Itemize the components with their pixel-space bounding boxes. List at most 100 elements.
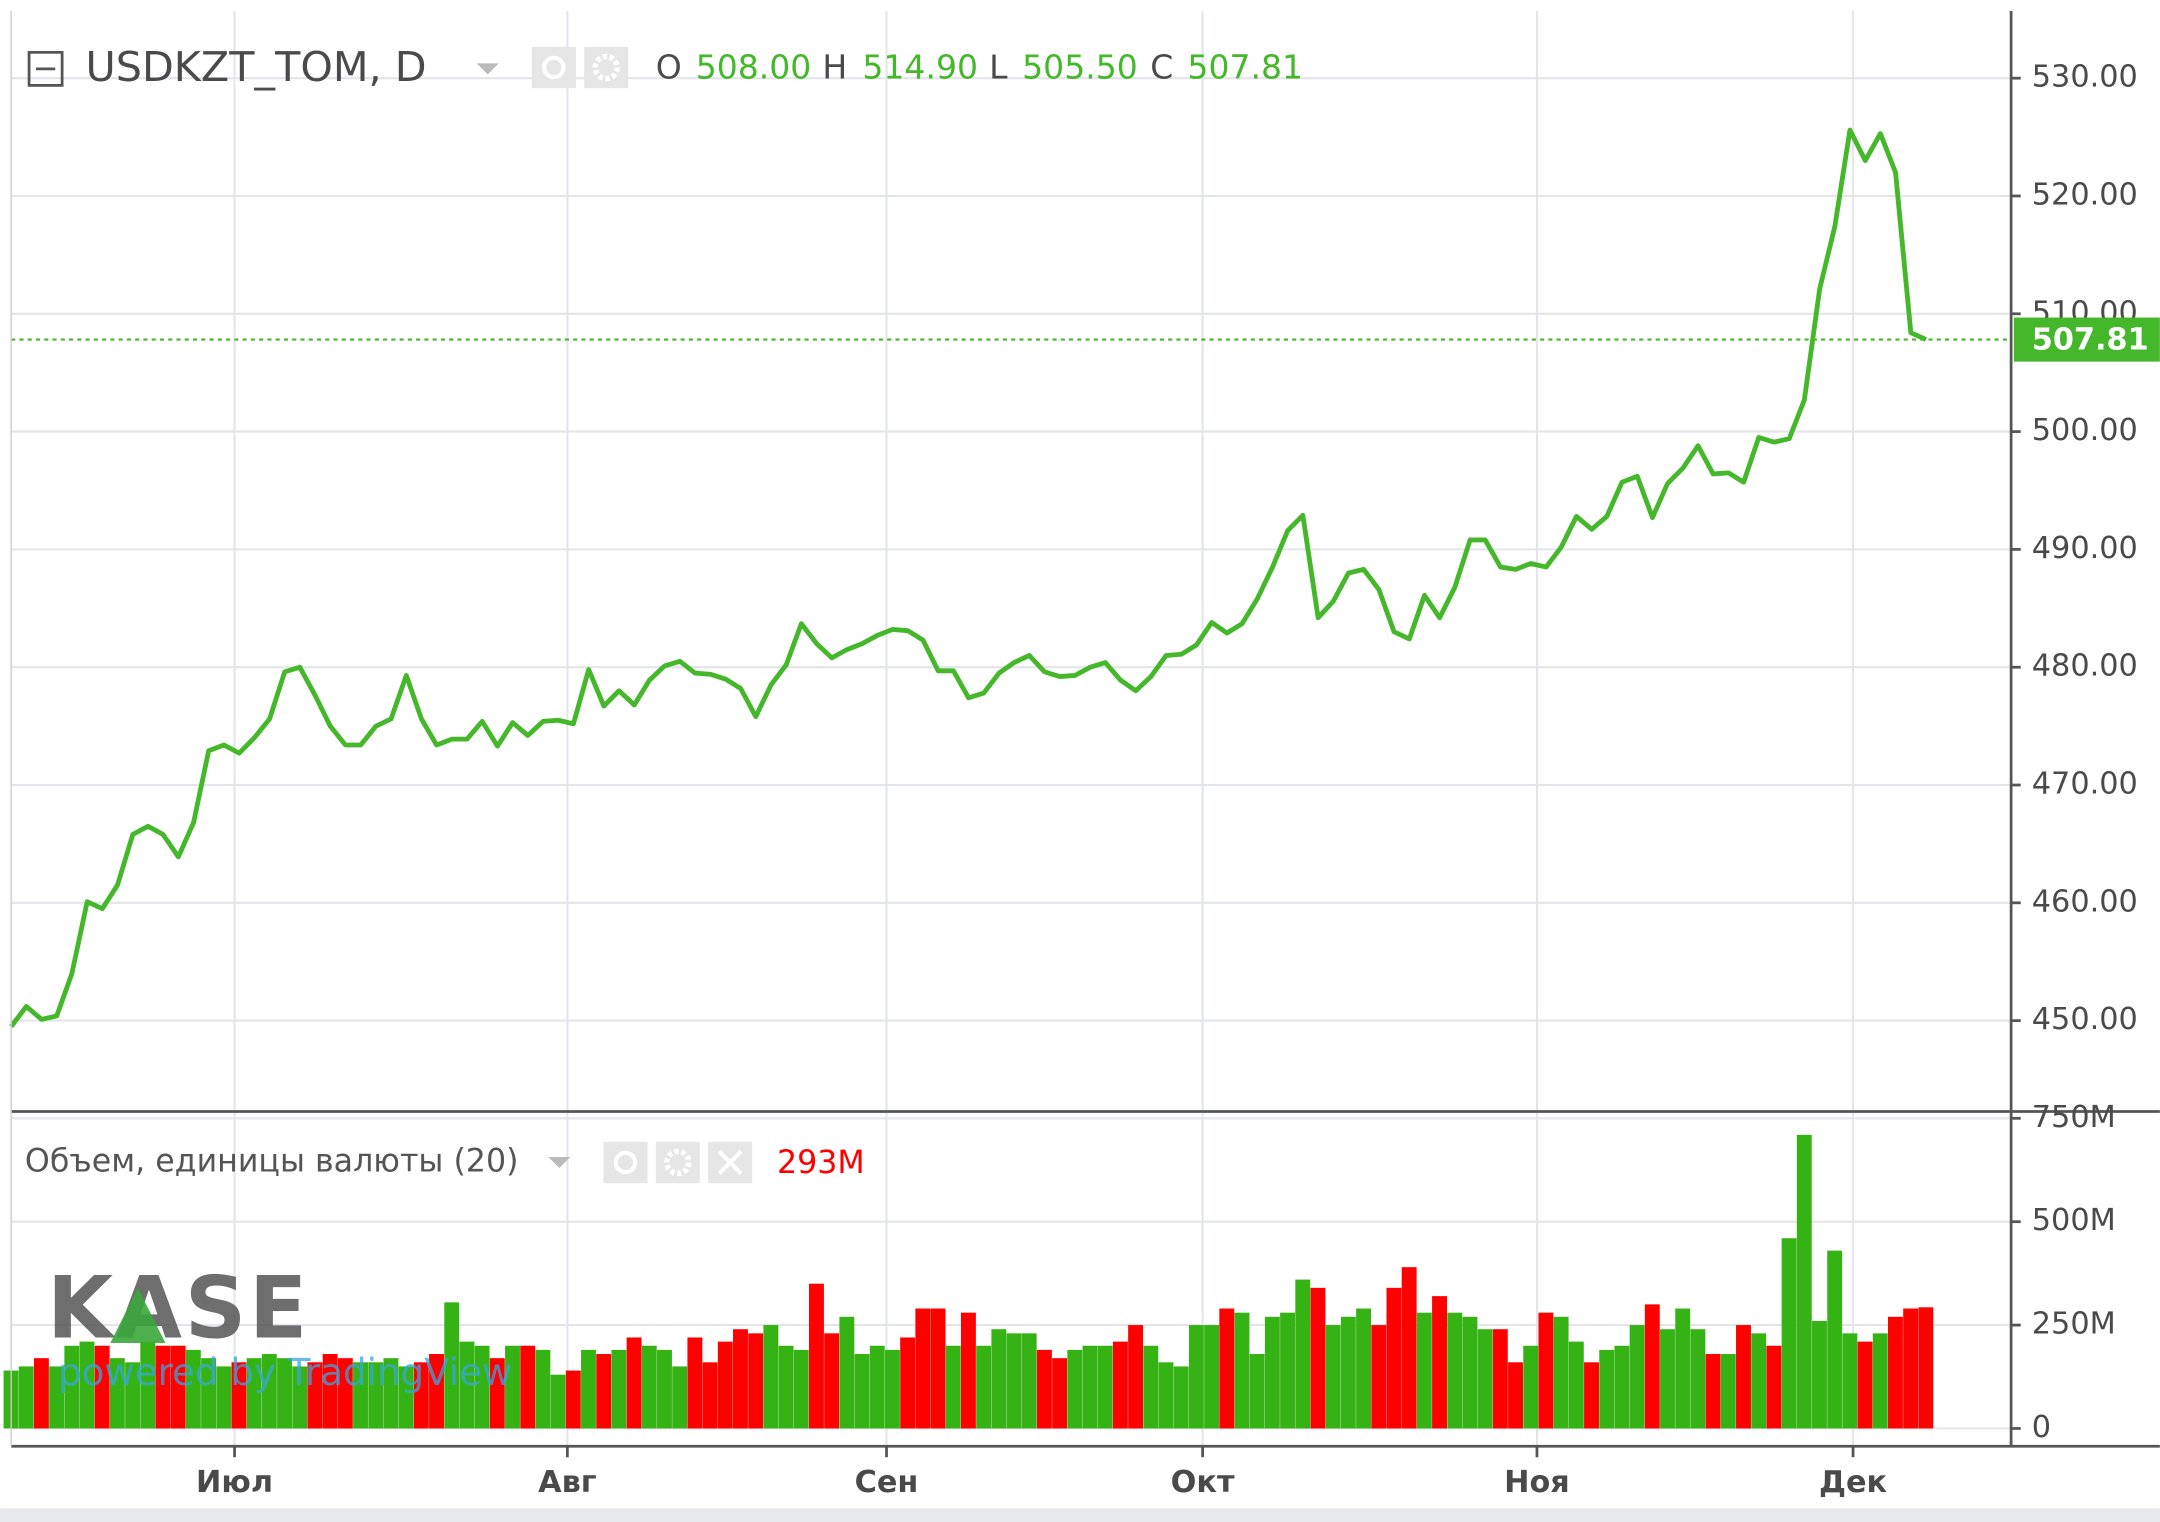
x-tick-label: Авг [538,1465,597,1500]
volume-visibility-button[interactable] [603,1141,648,1184]
volume-bar [1538,1312,1554,1429]
volume-bar [778,1345,794,1429]
volume-bar [444,1302,460,1429]
logo-triangle [110,1287,166,1343]
ohlc-label: L [989,47,1008,86]
volume-bar [1781,1238,1797,1429]
volume-bar [581,1349,596,1429]
volume-bar [1553,1316,1569,1429]
volume-bar [398,1366,414,1429]
volume-bar [1128,1325,1144,1429]
y-tick-label: 500.00 [2032,413,2138,448]
volume-bar [231,1362,247,1429]
volume-bar [1082,1345,1098,1429]
volume-bar [809,1283,824,1429]
volume-bar [18,1366,34,1429]
volume-bar [1599,1349,1615,1429]
volume-bar [793,1349,809,1429]
volume-bar [322,1354,338,1429]
ohlc-label: H [822,47,847,86]
volume-bar [1356,1308,1372,1429]
x-tick-label: Сен [855,1465,919,1500]
volume-bar [1280,1312,1296,1429]
volume-bar [292,1366,308,1429]
volume-bar [1827,1250,1843,1429]
volume-bar [1416,1312,1432,1429]
volume-bar [1872,1333,1888,1429]
y-tick-label: 750M [2032,1100,2116,1135]
volume-bar [1720,1354,1736,1429]
volume-bar [505,1345,520,1429]
volume-bar [1492,1329,1508,1429]
volume-bar [459,1341,475,1429]
price-layer [9,127,2012,1029]
volume-bar [1447,1312,1463,1429]
volume-bar [657,1349,672,1429]
volume-settings-button[interactable] [655,1141,700,1184]
volume-bar [337,1358,353,1429]
volume-bar [201,1358,217,1429]
volume-bar [185,1349,201,1429]
settings-button[interactable] [584,46,629,89]
y-tick-label: 460.00 [2032,884,2138,919]
volume-bar [991,1329,1007,1429]
y-tick-label: 0 [2032,1410,2051,1445]
volume-bar [1432,1296,1447,1429]
eye-icon [613,1150,638,1175]
volume-bar [413,1362,429,1429]
volume-bar [1705,1354,1721,1429]
collapse-button[interactable] [27,50,64,87]
y-tick-label: 250M [2032,1307,2116,1342]
y-tick-label: 530.00 [2032,60,2138,95]
volume-bar [702,1362,718,1429]
ohlc-legend: O 508.00 H 514.90 L 505.50 C 507.81 [656,47,1303,86]
x-tick-label: Ноя [1504,1465,1570,1500]
x-tick-label: Июл [196,1465,273,1500]
close-icon [717,1150,743,1175]
volume-bar [49,1366,65,1429]
volume-value: 293M [777,1145,865,1181]
volume-bar [1112,1341,1128,1429]
x-tick-label: Окт [1171,1465,1235,1500]
volume-bar [1660,1329,1675,1429]
volume-bar [960,1312,976,1429]
volume-bar [216,1366,232,1429]
volume-bar [1295,1279,1311,1429]
volume-bar [884,1349,900,1429]
y-tick-label: 450.00 [2032,1002,2138,1037]
volume-bar [1340,1316,1356,1429]
volume-bar [1386,1287,1402,1429]
volume-bar [1568,1341,1584,1429]
gear-icon [664,1148,692,1177]
volume-bar [1401,1267,1417,1429]
volume-bar [1158,1362,1174,1429]
volume-bar [429,1354,444,1429]
volume-bar [1036,1349,1052,1429]
volume-bar [1584,1362,1599,1429]
volume-bar [854,1354,870,1429]
ohlc-value: 507.81 [1187,47,1303,86]
volume-bar [1462,1316,1478,1429]
visibility-button[interactable] [531,46,576,89]
volume-bar [307,1362,323,1429]
y-tick-label: 490.00 [2032,531,2138,566]
volume-bar [474,1345,490,1429]
volume-bar [1173,1366,1189,1429]
volume-bar [33,1358,49,1429]
volume-dropdown[interactable] [548,1156,571,1169]
volume-bar [125,1362,141,1429]
symbol-dropdown[interactable] [476,63,499,75]
volume-bar [140,1341,156,1429]
volume-bar [155,1345,171,1429]
volume-bar [1857,1341,1873,1429]
volume-bar [368,1362,384,1429]
axis-layer: Июл Авг Сен Окт Ноя Дек 450.00 460.00 470.00 480.… [196,60,2160,1500]
volume-bar [930,1308,946,1429]
y-tick-label: 470.00 [2032,767,2138,802]
volume-bar [611,1349,627,1429]
volume-bar [1523,1345,1539,1429]
volume-bar [1143,1345,1159,1429]
price-line [9,127,1927,1029]
